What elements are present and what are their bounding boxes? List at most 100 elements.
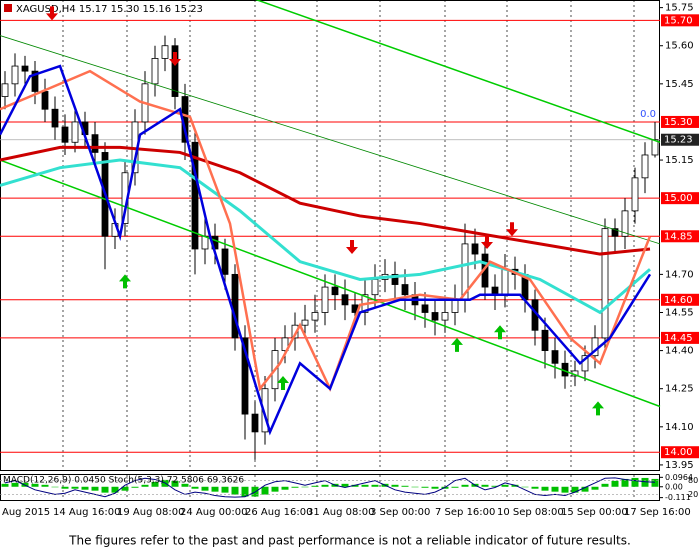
overlay-line bbox=[254, 0, 661, 143]
macd-bar bbox=[191, 486, 199, 489]
indicator-title: MACD(12,26,9) 0.0450 Stoch(5,3,3) 72.580… bbox=[3, 476, 244, 486]
macd-bar bbox=[501, 484, 509, 487]
level-box bbox=[661, 331, 699, 344]
macd-bar bbox=[321, 484, 329, 487]
candle-body bbox=[21, 65, 29, 72]
macd-bar bbox=[71, 486, 79, 489]
signal-arrow bbox=[169, 52, 181, 67]
candle-body bbox=[341, 294, 349, 306]
macd-bar bbox=[131, 486, 139, 488]
signal-arrow bbox=[494, 325, 506, 340]
macd-bar bbox=[201, 486, 209, 491]
overlay-line bbox=[0, 159, 661, 408]
stoch-line bbox=[4, 477, 656, 498]
x-tick-label: 31 Aug 08:00 bbox=[307, 507, 374, 518]
y-tick-label: 0.0964 bbox=[665, 473, 693, 482]
candle-body bbox=[311, 312, 319, 321]
macd-bar bbox=[541, 486, 549, 491]
main-frame bbox=[0, 0, 660, 471]
macd-bar bbox=[231, 486, 239, 495]
macd-bar bbox=[171, 480, 179, 487]
candle-body bbox=[11, 65, 19, 85]
macd-bar bbox=[1, 483, 9, 487]
macd-bar bbox=[51, 486, 59, 488]
signal-arrow bbox=[119, 274, 131, 289]
macd-bar bbox=[511, 484, 519, 487]
signal-arrow bbox=[46, 6, 58, 21]
symbol-info: XAGUSD,H4 15.17 15.30 15.16 15.23 bbox=[16, 4, 203, 15]
macd-bar bbox=[451, 486, 459, 488]
candle-body bbox=[91, 134, 99, 153]
x-tick-label: 3 Sep 00:00 bbox=[370, 507, 430, 518]
candle-body bbox=[151, 58, 159, 85]
macd-bar bbox=[611, 480, 619, 487]
macd-bar bbox=[141, 484, 149, 487]
x-tick-label: 14 Aug 16:00 bbox=[53, 507, 120, 518]
level-box bbox=[661, 14, 699, 27]
y-tick-label: 14.55 bbox=[665, 307, 694, 318]
macd-bar bbox=[351, 484, 359, 487]
candle-body bbox=[551, 350, 559, 364]
macd-bar bbox=[11, 482, 19, 487]
macd-bar bbox=[581, 486, 589, 492]
y-tick-label: 13.95 bbox=[665, 460, 694, 471]
candle-body bbox=[301, 319, 309, 326]
y-tick-label: 15.15 bbox=[665, 155, 694, 166]
candle-body bbox=[1, 83, 9, 97]
x-tick-label: 19 Aug 08:00 bbox=[117, 507, 184, 518]
level-box bbox=[661, 192, 699, 205]
macd-bar bbox=[151, 481, 159, 487]
level-box bbox=[661, 446, 699, 459]
macd-bar bbox=[341, 483, 349, 487]
y-tick-label: 15.45 bbox=[665, 79, 694, 90]
overlay-line bbox=[0, 35, 661, 245]
overlay-line bbox=[0, 64, 652, 436]
y-tick-label: 14.25 bbox=[665, 384, 694, 395]
candle-body bbox=[61, 126, 69, 143]
indicator-frame bbox=[0, 474, 660, 501]
y2-tick-label: 80 bbox=[688, 476, 698, 485]
macd-bar bbox=[271, 486, 279, 492]
candle-body bbox=[41, 91, 49, 110]
y-tick-label: 14.10 bbox=[665, 422, 694, 433]
overlay-line bbox=[0, 145, 651, 256]
candle-body bbox=[161, 45, 169, 59]
candle-body bbox=[241, 337, 249, 415]
macd-bar bbox=[591, 486, 599, 490]
candle-body bbox=[611, 228, 619, 237]
level-label: 14.45 bbox=[664, 333, 693, 344]
candle-body bbox=[621, 210, 629, 237]
macd-bar bbox=[241, 486, 249, 497]
signal-arrow bbox=[451, 337, 463, 352]
candle-body bbox=[391, 273, 399, 285]
macd-bar bbox=[421, 486, 429, 488]
signal-arrow bbox=[592, 401, 604, 416]
candle-body bbox=[51, 108, 59, 128]
y-tick-label: 15.75 bbox=[665, 3, 694, 14]
macd-bar bbox=[61, 486, 69, 489]
signal-arrow bbox=[346, 240, 358, 255]
level-label: 15.00 bbox=[664, 193, 693, 204]
y-tick-label: 14.70 bbox=[665, 269, 694, 280]
level-box bbox=[661, 230, 699, 243]
x-tick-label: 24 Aug 00:00 bbox=[180, 507, 247, 518]
candle-body bbox=[501, 268, 509, 296]
macd-bar bbox=[81, 486, 89, 490]
signal-arrow bbox=[277, 376, 289, 390]
candle-body bbox=[71, 121, 79, 143]
level-label: 14.00 bbox=[664, 447, 693, 458]
macd-bar bbox=[371, 484, 379, 487]
candle-body bbox=[401, 284, 409, 296]
candle-body bbox=[321, 286, 329, 313]
candle-body bbox=[451, 299, 459, 313]
current-price-label: 15.23 bbox=[664, 135, 693, 146]
macd-bar bbox=[401, 485, 409, 487]
macd-bar bbox=[561, 486, 569, 493]
y-tick-label: 14.40 bbox=[665, 346, 694, 357]
macd-bar bbox=[551, 486, 559, 492]
level-box bbox=[661, 293, 699, 306]
macd-bar bbox=[651, 478, 659, 487]
candle-body bbox=[171, 45, 179, 97]
macd-bar bbox=[301, 486, 309, 488]
fib-label: 0.0 bbox=[640, 109, 656, 120]
